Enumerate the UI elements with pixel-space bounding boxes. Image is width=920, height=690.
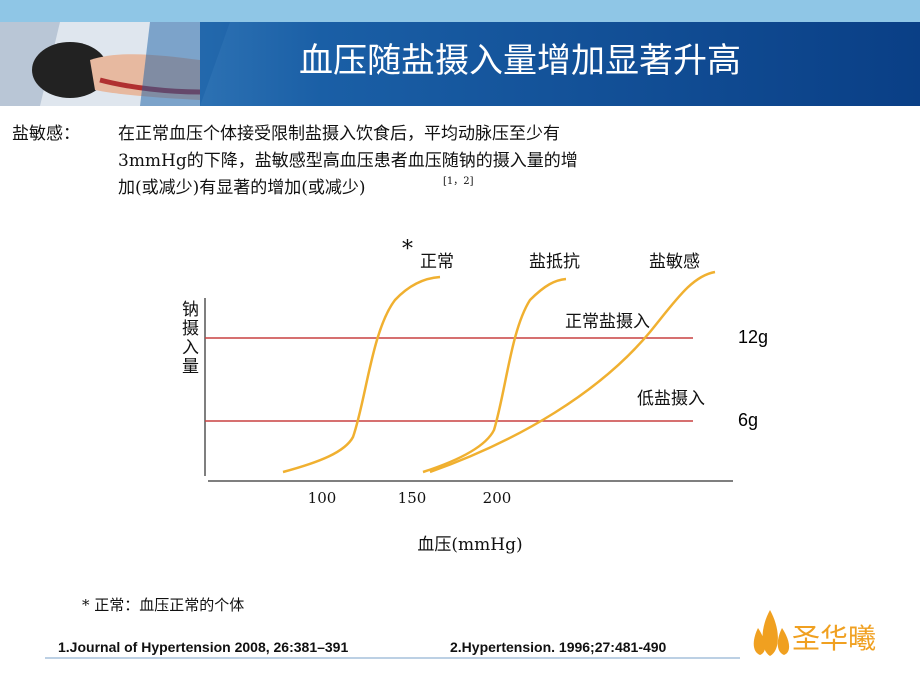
definition-line: 在正常血压个体接受限制盐摄入饮食后，平均动脉压至少有 — [118, 124, 560, 144]
logo-text: 圣华曦 — [792, 623, 876, 654]
line-amount: 12g — [738, 327, 768, 347]
x-tick-label: 150 — [398, 489, 427, 507]
reference: 2.Hypertension. 1996;27:481-490 — [450, 639, 667, 655]
line-amount: 6g — [738, 410, 758, 430]
logo-icon — [753, 610, 790, 656]
curve — [429, 270, 716, 474]
slide-title: 血压随盐摄入量增加显著升高 — [299, 42, 741, 80]
line-label: 正常盐摄入 — [565, 312, 650, 332]
curve — [422, 277, 567, 474]
diagram: * 正常 盐抵抗 盐敏感 正常盐摄入 12g 低盐摄入 6g 钠摄入量 100 … — [178, 237, 768, 555]
top-band — [0, 0, 920, 22]
header-photo — [0, 22, 230, 106]
definition-line: 3mmHg的下降，盐敏感型高血压患者血压随钠的摄入量的增 — [118, 151, 578, 171]
curve — [282, 275, 441, 474]
y-label: 钠摄入量 — [178, 300, 199, 376]
x-tick-label: 200 — [483, 489, 512, 507]
reference: 1.Journal of Hypertension 2008, 26:381–3… — [58, 639, 348, 655]
curve-label: 正常 — [420, 252, 454, 272]
definition-line: 加(或减少)有显著的增加(或减少) — [118, 178, 366, 198]
line-label: 低盐摄入 — [637, 389, 705, 409]
citation: [1，2] — [443, 176, 474, 187]
curve-label-star: * — [402, 237, 413, 262]
definition-term: 盐敏感： — [12, 124, 80, 144]
x-label: 血压(mmHg) — [417, 535, 522, 555]
curve-label: 盐抵抗 — [529, 252, 580, 272]
x-tick-label: 100 — [308, 489, 337, 507]
footnote: * 正常：血压正常的个体 — [82, 596, 244, 614]
curve-label: 盐敏感 — [649, 252, 700, 272]
